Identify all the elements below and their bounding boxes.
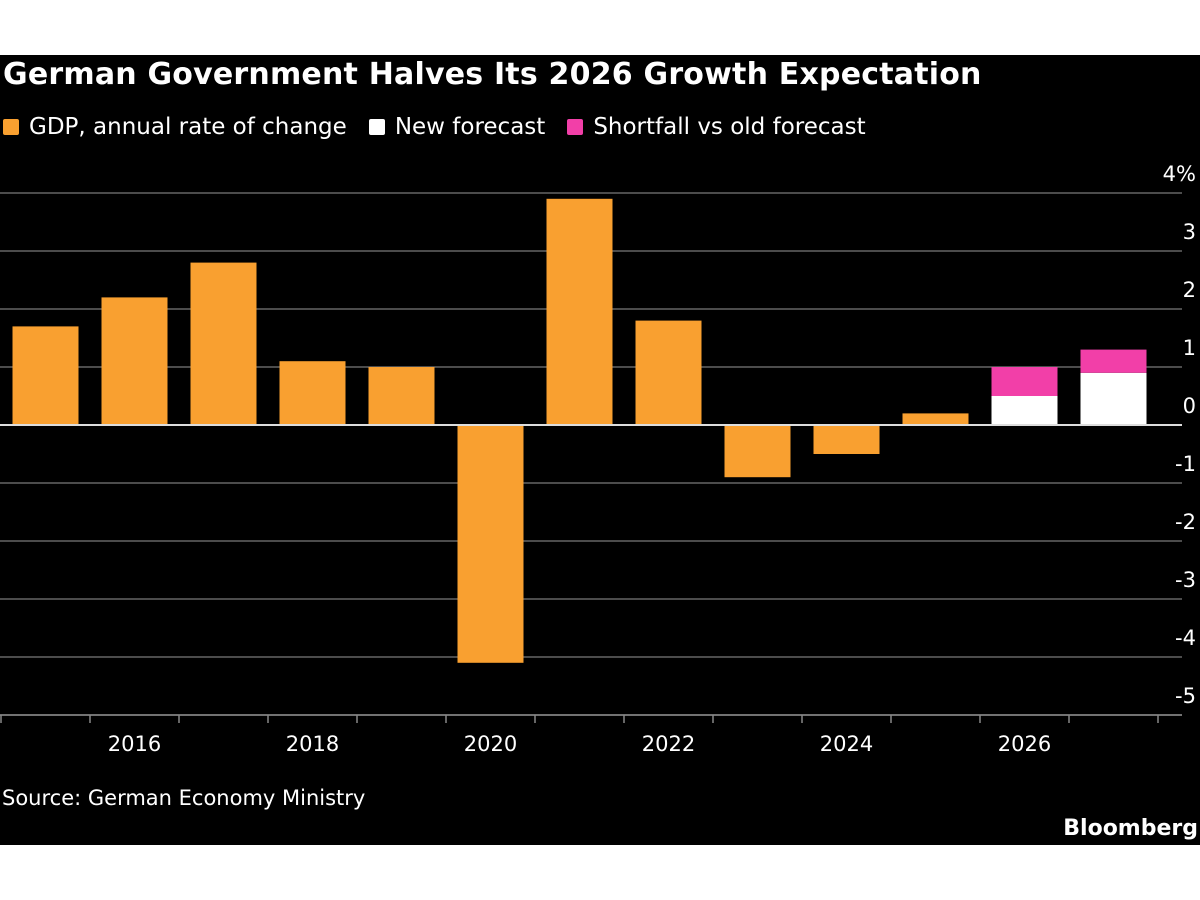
bar-shortfall-2026 [991,367,1058,396]
y-tick-label: 4% [1163,162,1196,186]
y-tick-label: 1 [1183,336,1196,360]
legend-item-new-forecast: New forecast [368,114,546,140]
bar-gdp-2020 [457,425,524,663]
y-tick-label: 0 [1183,394,1196,418]
legend-label-shortfall: Shortfall vs old forecast [593,114,866,140]
legend-swatch-shortfall [567,119,584,135]
legend-label-new-forecast: New forecast [394,114,546,140]
bar-gdp-2025 [902,413,969,425]
bloomberg-logo: Bloomberg [1063,816,1198,841]
y-tick-label: -4 [1175,626,1196,650]
x-tick-label: 2022 [642,732,695,756]
bar-shortfall-2027 [1080,349,1147,373]
x-tick-label: 2020 [464,732,517,756]
y-tick-label: 2 [1183,278,1196,302]
legend-swatch-new-forecast [368,119,385,135]
x-tick-label: 2026 [998,732,1051,756]
bar-new-forecast-2026 [991,396,1058,425]
y-tick-label: -3 [1175,568,1196,592]
x-tick-label: 2024 [820,732,873,756]
bar-gdp-2016 [101,297,168,425]
legend-label-gdp: GDP, annual rate of change [29,114,347,140]
bar-gdp-2024 [813,425,880,454]
bar-gdp-2022 [635,320,702,425]
bar-new-forecast-2027 [1080,372,1147,425]
x-tick-label: 2016 [108,732,161,756]
bar-gdp-2023 [724,425,791,478]
bar-gdp-2015 [12,326,79,425]
y-tick-label: -2 [1175,510,1196,534]
bar-gdp-2019 [368,367,435,425]
bar-gdp-2017 [190,262,257,425]
source-note: Source: German Economy Ministry [2,786,366,810]
legend: GDP, annual rate of change New forecast … [3,114,888,140]
chart-title: German Government Halves Its 2026 Growth… [3,57,982,92]
bar-gdp-2021 [546,198,613,425]
y-tick-label: 3 [1183,220,1196,244]
bar-gdp-2018 [279,361,346,425]
x-tick-label: 2018 [286,732,339,756]
legend-item-gdp: GDP, annual rate of change [3,114,347,140]
y-tick-label: -1 [1175,452,1196,476]
y-tick-label: -5 [1175,684,1196,708]
legend-item-shortfall: Shortfall vs old forecast [567,114,866,140]
legend-swatch-gdp [3,119,19,135]
chart-background [0,55,1200,845]
